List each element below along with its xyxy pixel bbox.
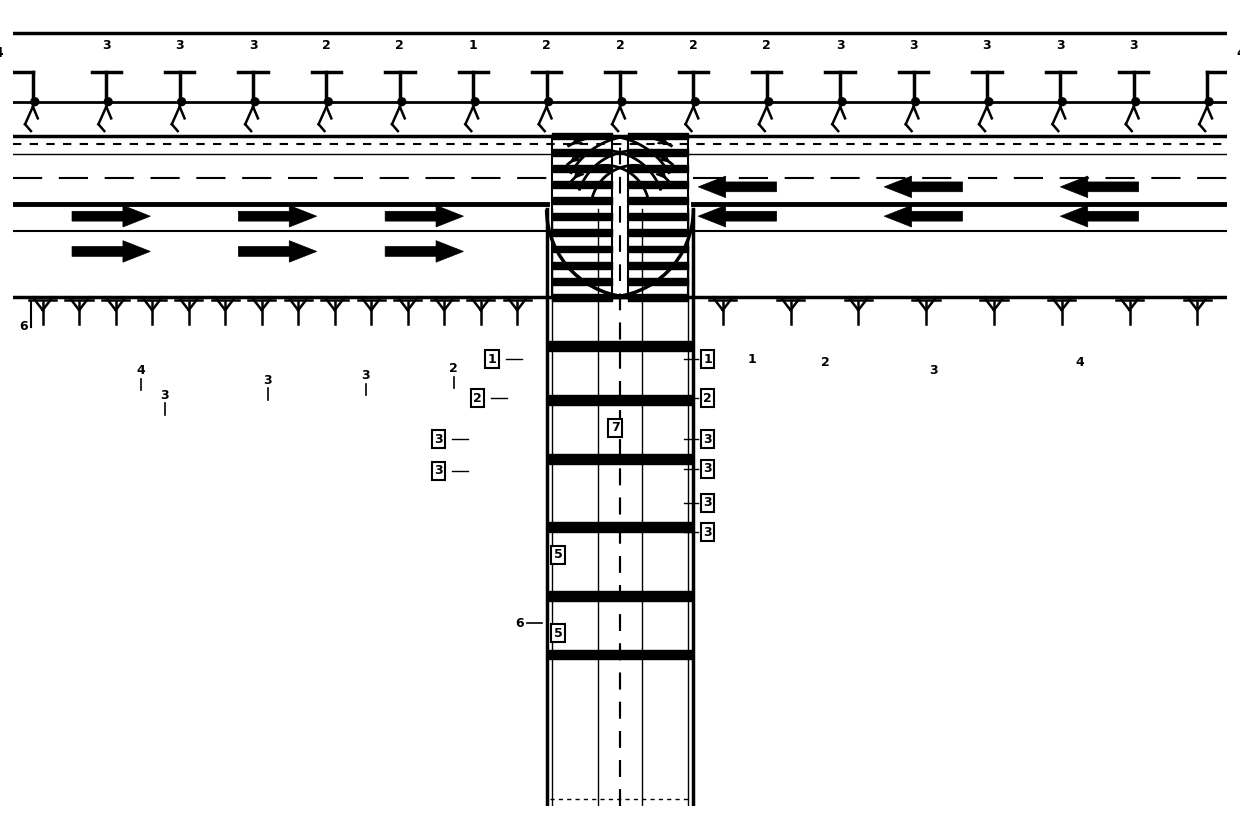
- Polygon shape: [386, 240, 464, 262]
- Text: 3: 3: [102, 39, 110, 52]
- Polygon shape: [386, 205, 464, 227]
- Polygon shape: [238, 205, 316, 227]
- Text: 2: 2: [763, 39, 771, 52]
- Polygon shape: [698, 205, 776, 227]
- Circle shape: [544, 98, 553, 106]
- Text: 2: 2: [449, 363, 458, 376]
- Circle shape: [471, 98, 479, 106]
- Text: 2: 2: [703, 392, 712, 405]
- Polygon shape: [884, 176, 962, 197]
- Text: 2: 2: [542, 39, 551, 52]
- Text: 1: 1: [703, 353, 712, 366]
- Circle shape: [1132, 98, 1140, 106]
- Circle shape: [618, 98, 626, 106]
- Text: 6: 6: [515, 617, 523, 630]
- Text: 4: 4: [0, 46, 4, 59]
- Text: 2: 2: [322, 39, 331, 52]
- Circle shape: [985, 98, 993, 106]
- Text: 3: 3: [909, 39, 918, 52]
- Text: 2: 2: [821, 356, 830, 369]
- Polygon shape: [72, 240, 150, 262]
- Text: 1: 1: [487, 353, 497, 366]
- Circle shape: [1059, 98, 1066, 106]
- Text: 3: 3: [703, 526, 712, 539]
- Text: 3: 3: [929, 364, 937, 377]
- Text: 4: 4: [136, 364, 145, 377]
- Polygon shape: [72, 205, 150, 227]
- Text: 3: 3: [175, 39, 184, 52]
- Circle shape: [692, 98, 699, 106]
- Circle shape: [1205, 98, 1213, 106]
- Text: 3: 3: [1056, 39, 1065, 52]
- Text: 3: 3: [161, 389, 170, 402]
- Text: 3: 3: [434, 464, 443, 477]
- Text: 2: 2: [396, 39, 404, 52]
- Text: 2: 2: [689, 39, 698, 52]
- Circle shape: [398, 98, 405, 106]
- Polygon shape: [1060, 205, 1138, 227]
- Text: 1: 1: [469, 39, 477, 52]
- Text: 3: 3: [263, 374, 272, 387]
- Circle shape: [31, 98, 38, 106]
- Text: 4: 4: [1075, 356, 1084, 369]
- Text: 7: 7: [611, 421, 620, 434]
- Text: 3: 3: [361, 369, 370, 382]
- Text: 3: 3: [982, 39, 991, 52]
- Circle shape: [325, 98, 332, 106]
- Text: 3: 3: [434, 433, 443, 446]
- Text: 2: 2: [474, 392, 482, 405]
- Text: 3: 3: [836, 39, 844, 52]
- Polygon shape: [1060, 176, 1138, 197]
- Text: 3: 3: [703, 433, 712, 446]
- Text: 4: 4: [1236, 46, 1240, 59]
- Text: 3: 3: [703, 496, 712, 509]
- Circle shape: [911, 98, 919, 106]
- Polygon shape: [698, 176, 776, 197]
- Polygon shape: [238, 240, 316, 262]
- Text: 3: 3: [1130, 39, 1138, 52]
- Text: 3: 3: [703, 462, 712, 475]
- Circle shape: [177, 98, 186, 106]
- Circle shape: [252, 98, 259, 106]
- Circle shape: [104, 98, 112, 106]
- Circle shape: [765, 98, 773, 106]
- Text: 5: 5: [554, 627, 563, 640]
- Text: 2: 2: [615, 39, 625, 52]
- Text: 6: 6: [19, 320, 27, 333]
- Text: 5: 5: [554, 548, 563, 562]
- Polygon shape: [884, 205, 962, 227]
- Text: 1: 1: [748, 353, 756, 366]
- Text: 3: 3: [249, 39, 258, 52]
- Circle shape: [838, 98, 846, 106]
